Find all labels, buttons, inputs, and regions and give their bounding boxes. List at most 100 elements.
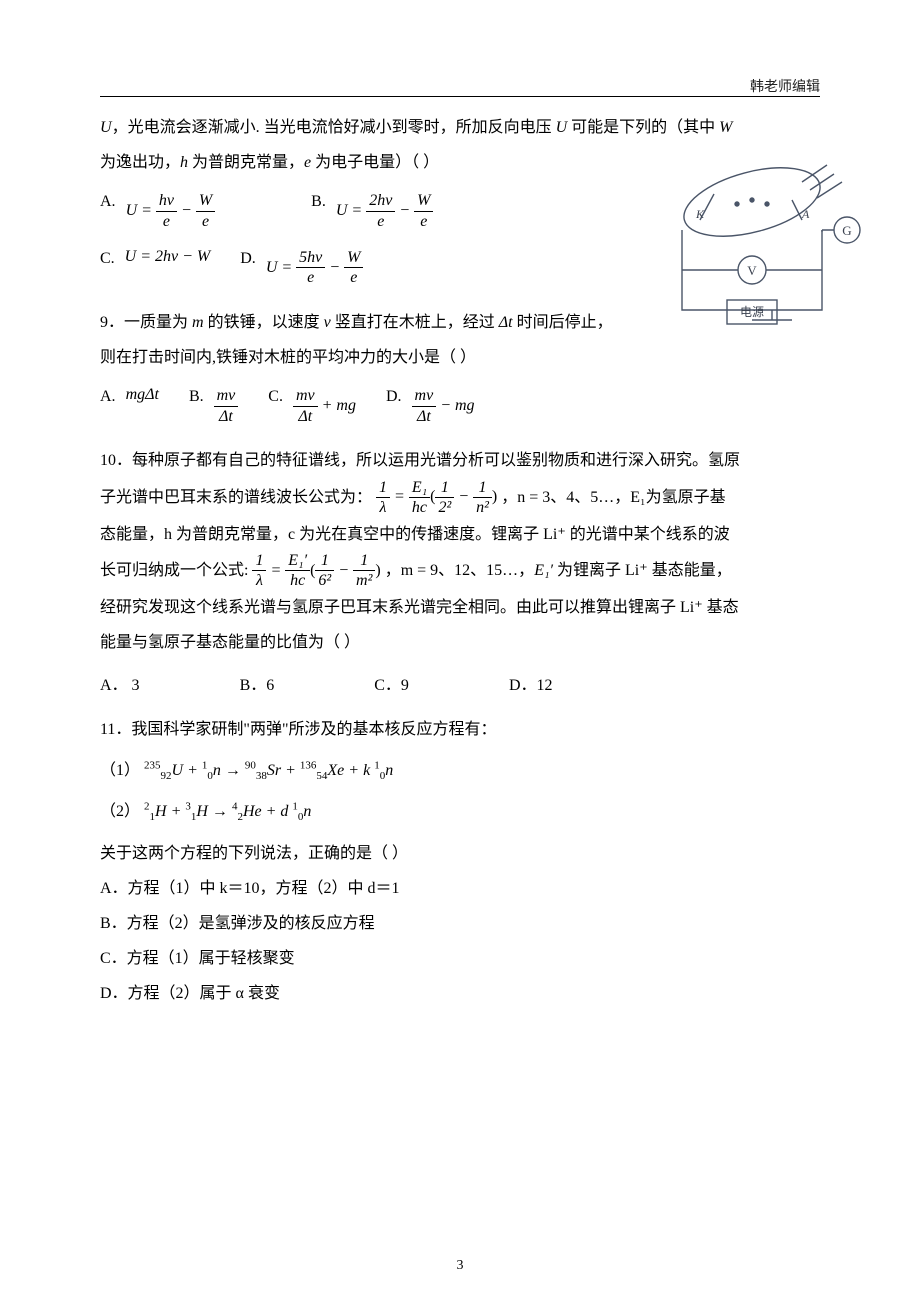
eq: = — [390, 488, 409, 505]
den: hc — [285, 571, 310, 590]
q10-option-d: D．12 — [509, 668, 553, 703]
lhs: U = — [336, 202, 366, 219]
q9-line2: 则在打击时间内,铁锤对木桩的平均冲力的大小是（ ） — [100, 340, 820, 375]
q8-option-a: A. U = hνe − We — [100, 192, 215, 230]
var-u: U — [100, 119, 112, 136]
q8-option-d: D. U = 5hνe − We — [240, 249, 363, 287]
nuclear-eq-1: 23592U + 10n → 9038Sr + 13654Xe + k 10n — [144, 762, 393, 779]
option-label: A. — [100, 192, 116, 210]
q11-option-a: A．方程（1）中 k＝10，方程（2）中 d＝1 — [100, 871, 820, 906]
formula: U = 5hνe − We — [266, 249, 364, 287]
den: e — [156, 212, 177, 231]
formula: U = 2hνe − We — [336, 192, 434, 230]
q9-option-d: D. mvΔt − mg — [386, 387, 475, 425]
den: λ — [376, 498, 390, 517]
option-label: C. — [100, 249, 115, 267]
text: 竖直打在木桩上，经过 — [331, 314, 499, 331]
op: − — [325, 258, 344, 275]
q11-option-d: D．方程（2）属于 α 衰变 — [100, 976, 820, 1011]
num: mv — [293, 387, 318, 407]
q11-eq1: （1） 23592U + 10n → 9038Sr + 13654Xe + k … — [100, 753, 820, 788]
num: mv — [412, 387, 437, 407]
q10-option-b: B．6 — [240, 668, 275, 703]
num: 1 — [473, 479, 492, 499]
formula: U = 2hν − W — [125, 249, 211, 265]
formula: U = hνe − We — [126, 192, 216, 230]
nuclear-eq-2: 21H + 31H → 42He + d 10n — [144, 803, 311, 820]
balmer-formula: 1λ = E₁hc(12² − 1n²) — [376, 488, 501, 505]
text: ，m = 9、12、15…， — [385, 562, 534, 579]
num: W — [414, 192, 433, 212]
q10-p1: 10．每种原子都有自己的特征谱线，所以运用光谱分析可以鉴别物质和进行深入研究。氢… — [100, 443, 820, 478]
eq-label: （2） — [100, 803, 140, 820]
option-label: B. — [311, 192, 326, 210]
q10-option-a: A． 3 — [100, 668, 140, 703]
galvanometer-label: G — [842, 223, 851, 238]
q10-options: A． 3 B．6 C．9 D．12 — [100, 668, 820, 703]
den: m² — [353, 571, 375, 590]
den: λ — [252, 571, 266, 590]
q11-p1: 11．我国科学家研制"两弹"所涉及的基本核反应方程有： — [100, 712, 820, 747]
tail: − mg — [436, 397, 474, 414]
den: Δt — [293, 407, 318, 426]
var-w: W — [719, 119, 732, 136]
q10-p5: 经研究发现这个线系光谱与氢原子巴耳末系光谱完全相同。由此可以推算出锂离子 Li⁺… — [100, 590, 820, 625]
option-label: C. — [268, 387, 283, 405]
den: e — [344, 268, 363, 287]
q8-option-c: C. U = 2hν − W — [100, 249, 210, 267]
text: 子光谱中巴耳末系的谱线波长公式为： — [100, 488, 372, 505]
den: hc — [409, 498, 430, 517]
formula: mgΔt — [126, 387, 159, 403]
num: E₁ — [409, 479, 430, 499]
lithium-formula: 1λ = E₁′hc(16² − 1m²) — [252, 562, 384, 579]
op: − — [454, 488, 473, 505]
header-editor: 韩老师编辑 — [750, 76, 820, 96]
power-source-label: 电源 — [740, 305, 764, 319]
option-label: D. — [386, 387, 402, 405]
op: − — [334, 562, 353, 579]
q9-option-b: B. mvΔt — [189, 387, 238, 425]
num: hν — [156, 192, 177, 212]
var-h: h — [180, 154, 188, 171]
den: e — [414, 212, 433, 231]
den: n² — [473, 498, 492, 517]
q10-p3: 态能量，h 为普朗克常量，c 为光在真空中的传播速度。锂离子 Li⁺ 的光谱中某… — [100, 517, 820, 552]
formula: mvΔt − mg — [412, 387, 475, 425]
eq: = — [266, 562, 285, 579]
q10-option-c: C．9 — [374, 668, 409, 703]
text: 为锂离子 Li⁺ 基态能量， — [553, 562, 732, 579]
page-number: 3 — [0, 1258, 920, 1274]
header-divider — [100, 96, 820, 97]
text: ，光电流会逐渐减小. 当光电流恰好减小到零时，所加反向电压 — [112, 119, 556, 136]
q9-options: A. mgΔt B. mvΔt C. mvΔt + mg D. mvΔt − m… — [100, 387, 820, 425]
q10-p6: 能量与氢原子基态能量的比值为（ ） — [100, 625, 820, 660]
tail: + mg — [318, 397, 356, 414]
den: e — [366, 212, 395, 231]
page: 韩老师编辑 V G — [0, 0, 920, 1302]
num: 2hν — [366, 192, 395, 212]
q11-option-b: B．方程（2）是氢弹涉及的核反应方程 — [100, 906, 820, 941]
q9-option-a: A. mgΔt — [100, 387, 159, 405]
den: e — [196, 212, 215, 231]
formula: mvΔt — [214, 387, 239, 425]
den: 6² — [315, 571, 334, 590]
electrode-a-label: A — [801, 207, 810, 221]
text: ，n = 3、4、5…，E₁为氢原子基 — [501, 488, 725, 505]
text: 的铁锤，以速度 — [204, 314, 324, 331]
q10-p2: 子光谱中巴耳末系的谱线波长公式为： 1λ = E₁hc(12² − 1n²) ，… — [100, 479, 820, 517]
den: Δt — [214, 407, 239, 426]
lhs: U = — [126, 202, 156, 219]
paren: ) — [375, 562, 380, 579]
den: Δt — [412, 407, 437, 426]
option-label: A. — [100, 387, 116, 405]
op: − — [395, 202, 414, 219]
num: 5hν — [296, 249, 325, 269]
text: 长可归纳成一个公式: — [100, 562, 252, 579]
var-u2: U — [556, 119, 568, 136]
option-label: B. — [189, 387, 204, 405]
num: W — [344, 249, 363, 269]
text: 为逸出功， — [100, 154, 180, 171]
text: 9．一质量为 — [100, 314, 192, 331]
num: 1 — [435, 479, 454, 499]
num: 1 — [353, 552, 375, 572]
